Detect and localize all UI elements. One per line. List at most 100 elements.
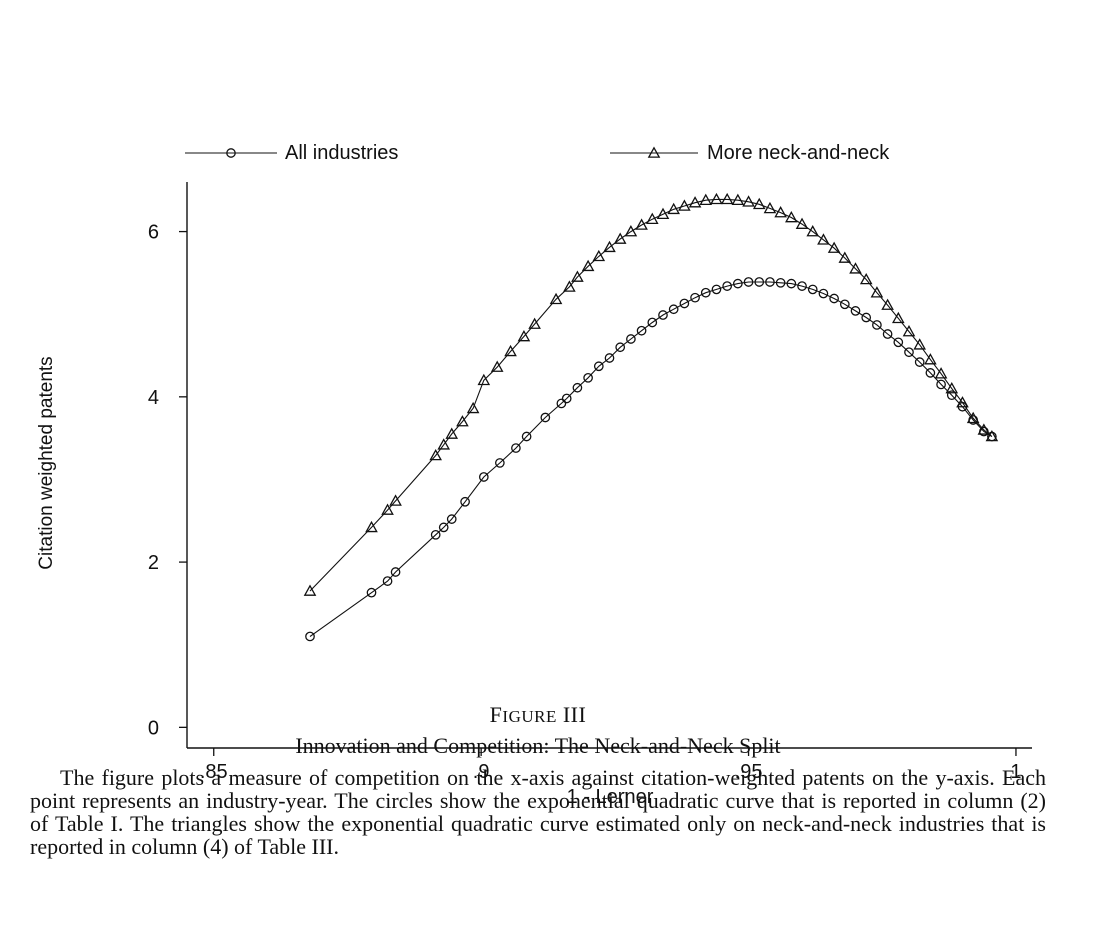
data-point	[710, 192, 723, 205]
data-point	[561, 393, 572, 404]
data-point	[592, 249, 606, 262]
y-tick-label: 4	[148, 387, 159, 409]
data-point	[945, 382, 959, 394]
data-point	[946, 390, 957, 401]
data-point	[775, 277, 786, 288]
data-point	[437, 438, 451, 450]
data-point	[861, 312, 872, 323]
data-point	[636, 325, 647, 336]
data-point	[490, 360, 504, 372]
data-point	[827, 241, 841, 253]
data-point	[881, 298, 894, 310]
data-point	[902, 325, 916, 337]
axes: 0 2 4 6 .85 .9 .95 1	[148, 182, 1032, 783]
y-tick-label: 0	[148, 717, 159, 739]
data-point	[495, 458, 505, 468]
data-point	[571, 270, 584, 282]
data-point	[742, 195, 755, 207]
series-line	[309, 281, 993, 637]
legend-marker	[647, 146, 661, 158]
data-point	[583, 372, 593, 383]
figure-label-initial: F	[489, 702, 503, 727]
data-point	[733, 278, 743, 289]
data-point	[891, 311, 905, 324]
data-point	[743, 277, 754, 287]
data-point	[446, 514, 457, 524]
series-layer	[303, 192, 999, 642]
data-point	[511, 443, 521, 453]
data-point	[603, 240, 616, 253]
data-point	[893, 337, 904, 348]
data-point	[839, 299, 850, 310]
data-point	[477, 373, 491, 386]
data-point	[504, 344, 517, 357]
figure-label-smallcaps: IGURE	[502, 707, 557, 726]
figure-title: Innovation and Competition: The Neck-and…	[295, 733, 781, 758]
data-point	[668, 304, 679, 315]
data-point	[817, 233, 830, 245]
data-point	[731, 193, 745, 205]
data-point	[478, 472, 489, 482]
data-point	[521, 431, 532, 442]
data-point	[936, 379, 946, 390]
data-point	[430, 529, 441, 540]
series-all-industries	[305, 277, 997, 642]
legend-label: All industries	[285, 142, 398, 164]
data-point	[456, 415, 469, 427]
data-point	[807, 284, 818, 295]
data-point	[517, 329, 531, 342]
data-point	[700, 287, 711, 298]
data-point	[795, 217, 809, 229]
data-point	[720, 192, 734, 205]
data-point	[785, 210, 798, 223]
x-axis-label: 1 - Lerner	[567, 786, 654, 808]
data-point	[604, 353, 615, 363]
data-point	[956, 396, 969, 408]
data-point	[667, 202, 680, 215]
legend-item: All industries	[185, 142, 398, 164]
data-point	[711, 284, 722, 295]
data-point	[913, 338, 926, 350]
figure-label-number: III	[556, 702, 587, 727]
data-point	[849, 262, 862, 274]
x-tick-label: 1	[1010, 761, 1021, 783]
data-point	[688, 196, 702, 208]
figure-note: The figure plots a measure of competitio…	[30, 765, 1046, 859]
data-point	[382, 576, 393, 586]
x-tick-label: .95	[735, 761, 763, 783]
data-point	[934, 367, 948, 379]
data-point	[774, 206, 787, 218]
data-point	[635, 218, 648, 230]
data-point	[985, 429, 999, 442]
data-point	[806, 225, 820, 237]
data-point	[786, 278, 797, 289]
data-point	[914, 357, 925, 367]
data-point	[540, 412, 551, 423]
data-point	[859, 272, 873, 285]
data-point	[752, 197, 766, 210]
y-tick-label: 6	[148, 222, 159, 244]
data-point	[678, 199, 691, 211]
data-point	[572, 382, 583, 393]
data-point	[829, 293, 839, 304]
data-point	[722, 281, 733, 291]
data-point	[429, 448, 442, 461]
y-tick-label: 2	[148, 552, 159, 574]
data-point	[754, 277, 765, 287]
data-point	[647, 317, 658, 328]
legend-item: More neck-and-neck	[610, 142, 890, 164]
data-point	[460, 496, 470, 507]
legend-label: More neck-and-neck	[707, 142, 890, 164]
data-point	[882, 329, 893, 339]
data-point	[765, 277, 775, 287]
data-point	[581, 259, 595, 272]
data-point	[615, 342, 626, 353]
data-point	[445, 427, 459, 439]
data-point	[763, 201, 777, 214]
data-point	[305, 631, 315, 642]
series-line	[309, 198, 993, 592]
x-tick-label: .85	[200, 761, 228, 783]
data-point	[624, 225, 638, 237]
data-point	[925, 368, 936, 378]
